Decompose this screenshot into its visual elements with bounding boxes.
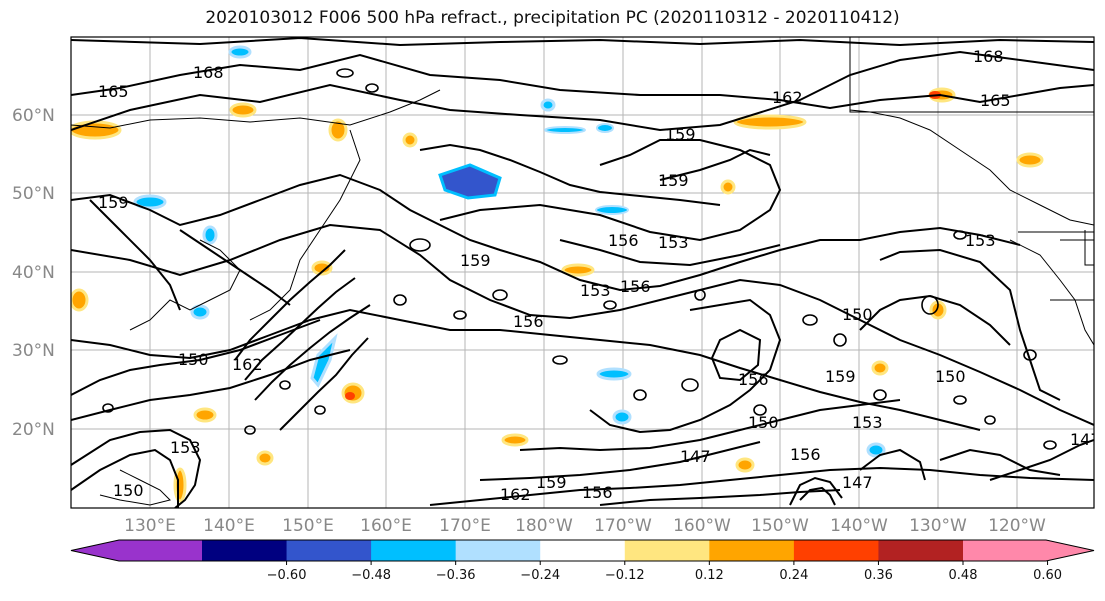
contour-label: 150: [113, 481, 144, 500]
contour-label: 159: [825, 367, 856, 386]
lat-label: 60°N: [12, 106, 55, 126]
contour-label: 150: [748, 413, 779, 432]
contour-label: 156: [582, 483, 613, 502]
contour-label: 150: [842, 305, 873, 324]
colorbar-segment: [709, 540, 795, 561]
map-inset-border: [849, 36, 1095, 113]
lon-label: 160°E: [360, 516, 412, 536]
contour-label: 162: [772, 88, 803, 107]
contour-label: 159: [460, 251, 491, 270]
contour-label: 159: [98, 193, 129, 212]
contour-label: 162: [500, 485, 531, 504]
contour-label: 159: [658, 171, 689, 190]
contour-label: 147: [1070, 430, 1101, 449]
colorbar-segment: [202, 540, 288, 561]
contour-label: 153: [580, 281, 611, 300]
contour-label: 147: [842, 473, 873, 492]
contour-label: 156: [513, 312, 544, 331]
lon-label: 170°W: [594, 516, 652, 536]
colorbar-tick-label: −0.24: [520, 568, 560, 583]
colorbar-segment: [71, 540, 202, 561]
lon-label: 170°E: [439, 516, 491, 536]
precip-blue-blob: [133, 45, 886, 458]
contour-label: 168: [973, 47, 1004, 66]
contour-labels: 168 165 162 159 159 159 156 153 153 156 …: [98, 47, 1101, 504]
colorbar-tick-label: 0.12: [695, 568, 724, 583]
colorbar-tick-label: −0.60: [267, 568, 307, 583]
lon-label: 150°E: [282, 516, 334, 536]
colorbar-tick-label: 0.48: [949, 568, 978, 583]
contour-label: 159: [665, 125, 696, 144]
contour-label: 159: [536, 473, 567, 492]
longitude-labels: 130°E 140°E 150°E 160°E 170°E 180°W 170°…: [124, 516, 1046, 536]
contour-label: 147: [680, 447, 711, 466]
lon-label: 120°W: [988, 516, 1046, 536]
precip-orange-blob: [71, 87, 1044, 503]
colorbar-segment: [878, 540, 964, 561]
contour-label: 165: [98, 82, 129, 101]
contour-label: 168: [193, 63, 224, 82]
lat-label: 40°N: [12, 263, 55, 283]
colorbar-segment: [286, 540, 372, 561]
colorbar: −0.60 −0.48 −0.36 −0.24 −0.12 0.12 0.24 0.36 0.4…: [70, 539, 1095, 583]
contour-label: 153: [852, 413, 883, 432]
refractivity-contours: [71, 37, 1094, 508]
colorbar-segment: [371, 540, 457, 561]
lat-label: 50°N: [12, 184, 55, 204]
coastlines: [71, 37, 1094, 506]
latitude-labels: 60°N 50°N 40°N 30°N 20°N: [12, 106, 55, 440]
lon-label: 140°E: [203, 516, 255, 536]
contour-label: 156: [790, 445, 821, 464]
small-contours: [102, 68, 1057, 450]
colorbar-segment: [963, 540, 1094, 561]
contour-label: 156: [738, 370, 769, 389]
colorbar-segment: [455, 540, 541, 561]
contour-label: 156: [620, 277, 651, 296]
colorbar-tick-label: 0.60: [1033, 568, 1062, 583]
colorbar-segment: [793, 540, 879, 561]
lon-label: 140°W: [830, 516, 888, 536]
lon-label: 160°W: [673, 516, 731, 536]
lon-label: 130°W: [909, 516, 967, 536]
colorbar-tick-label: −0.12: [605, 568, 645, 583]
colorbar-segment: [624, 540, 710, 561]
map-title: 2020103012 F006 500 hPa refract., precip…: [205, 8, 900, 28]
colorbar-tick-label: −0.36: [436, 568, 476, 583]
colorbar-tick-label: −0.48: [351, 568, 391, 583]
precip-fills: [71, 45, 1044, 503]
contour-label: 153: [965, 231, 996, 250]
lon-label: 180°W: [515, 516, 573, 536]
contour-label: 150: [935, 367, 966, 386]
lat-label: 20°N: [12, 420, 55, 440]
colorbar-segment: [540, 540, 626, 561]
lon-label: 130°E: [124, 516, 176, 536]
colorbar-tick-label: 0.24: [779, 568, 808, 583]
contour-label: 150: [178, 350, 209, 369]
lon-label: 150°W: [751, 516, 809, 536]
contour-label: 165: [980, 91, 1011, 110]
contour-label: 162: [232, 355, 263, 374]
colorbar-tick-label: 0.36: [864, 568, 893, 583]
contour-label: 156: [608, 231, 639, 250]
gridlines: [71, 37, 1094, 508]
colorbar-outline: [70, 539, 1095, 562]
contour-label: 153: [170, 438, 201, 457]
map-frame: [70, 36, 1095, 509]
contour-label: 153: [658, 233, 689, 252]
lat-label: 30°N: [12, 341, 55, 361]
